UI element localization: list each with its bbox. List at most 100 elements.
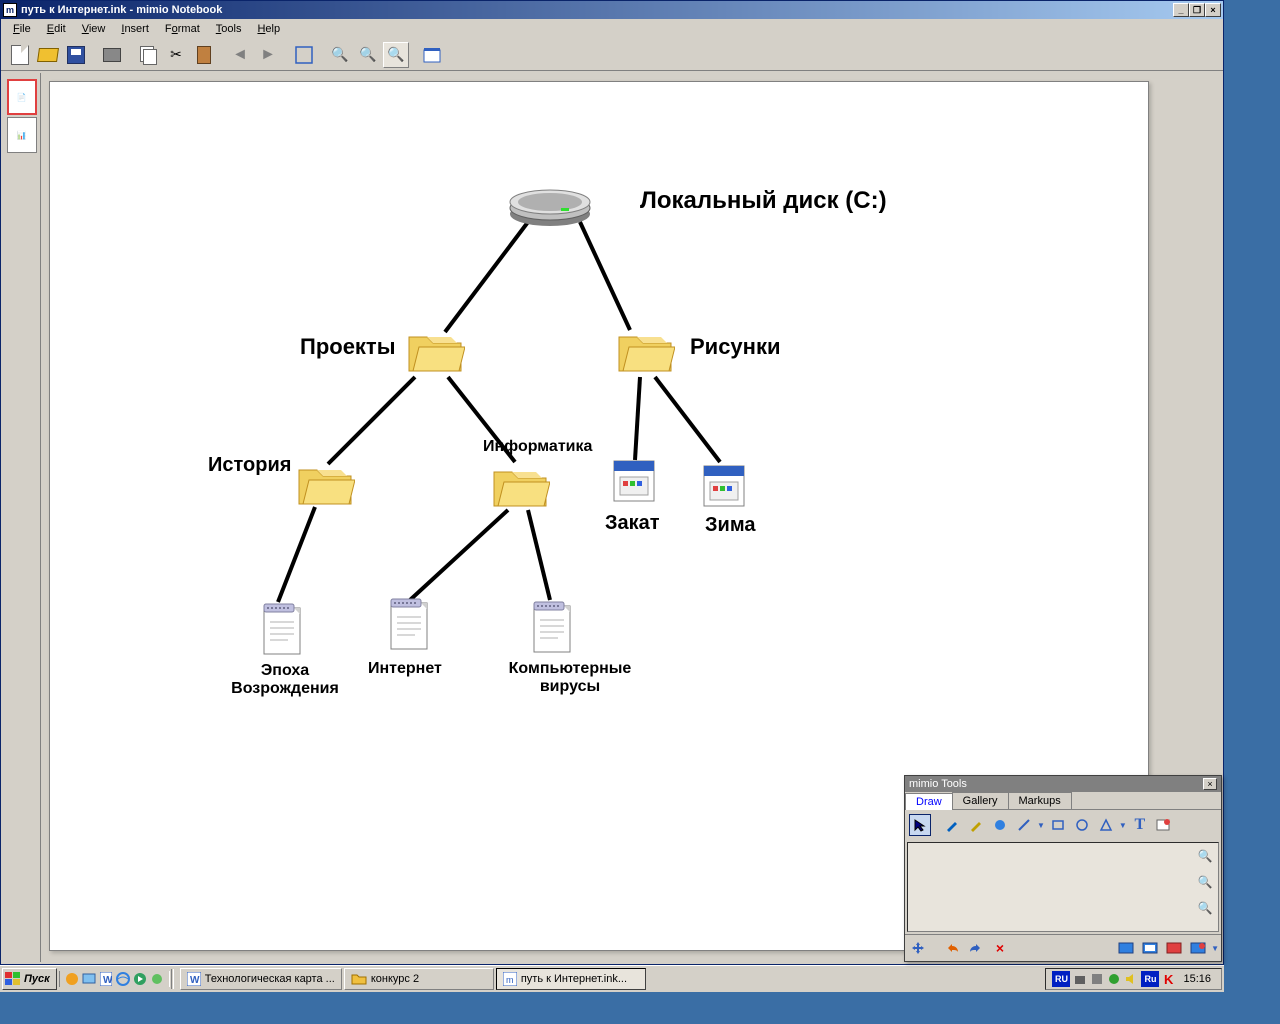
zoom-tool-2[interactable]: 🔍 <box>1194 871 1216 893</box>
task-label: конкурс 2 <box>371 973 419 985</box>
tab-markups[interactable]: Markups <box>1008 792 1072 809</box>
zoom-fit-button[interactable]: 🔍 <box>383 42 409 68</box>
mimio-icon: m <box>503 972 517 986</box>
pen-tool[interactable] <box>941 814 963 836</box>
menu-edit[interactable]: Edit <box>39 21 74 37</box>
menu-help[interactable]: Help <box>249 21 288 37</box>
app-icon: m <box>3 3 17 17</box>
zoom-in-button[interactable]: 🔍 <box>327 42 353 68</box>
open-button[interactable] <box>35 42 61 68</box>
fullscreen-button[interactable] <box>291 42 317 68</box>
node-history[interactable] <box>295 460 355 511</box>
menu-view[interactable]: View <box>74 21 114 37</box>
screen3-tool[interactable] <box>1163 937 1185 959</box>
close-button[interactable]: × <box>1205 3 1221 17</box>
restore-button[interactable]: ❐ <box>1189 3 1205 17</box>
node-informatics[interactable] <box>490 462 550 513</box>
word-icon: W <box>187 972 201 986</box>
clock[interactable]: 15:16 <box>1179 973 1215 985</box>
sidebar: 📄 📊 <box>3 73 41 962</box>
quick-launch: W <box>59 971 170 987</box>
triangle-tool[interactable] <box>1095 814 1117 836</box>
windows-flag-icon <box>5 972 21 986</box>
tray-volume-icon[interactable] <box>1124 972 1138 986</box>
back-button[interactable]: ◄ <box>227 42 253 68</box>
zoom-out-button[interactable]: 🔍 <box>355 42 381 68</box>
insert-tool[interactable] <box>1153 814 1175 836</box>
language-indicator[interactable]: RU <box>1052 971 1070 987</box>
zoom-tool-3[interactable]: 🔍 <box>1194 897 1216 919</box>
node-projects[interactable] <box>405 327 465 378</box>
start-button[interactable]: Пуск <box>2 968 57 990</box>
new-button[interactable] <box>7 42 33 68</box>
redo-tool[interactable] <box>965 937 987 959</box>
window-title: путь к Интернет.ink - mimio Notebook <box>21 4 222 16</box>
task-mimio[interactable]: m путь к Интернет.ink... <box>496 968 646 990</box>
node-winter[interactable] <box>700 462 748 513</box>
page-thumb-1[interactable]: 📄 <box>7 79 37 115</box>
delete-tool[interactable]: × <box>989 937 1011 959</box>
page-thumb-2[interactable]: 📊 <box>7 117 37 153</box>
tools-row-shapes: ▼ ▼ T <box>905 810 1221 840</box>
eyedropper-tool[interactable]: 🔍 <box>1194 845 1216 867</box>
node-internet[interactable] <box>385 597 433 656</box>
minimize-button[interactable]: _ <box>1173 3 1189 17</box>
screen2-tool[interactable] <box>1139 937 1161 959</box>
keyboard-indicator[interactable]: Ru <box>1141 971 1159 987</box>
node-projects-label: Проекты <box>300 334 396 360</box>
tray-kaspersky-icon[interactable]: K <box>1162 972 1176 986</box>
tab-draw[interactable]: Draw <box>905 793 953 810</box>
ql-ie-icon[interactable] <box>115 971 131 987</box>
ql-word-icon[interactable]: W <box>98 971 114 987</box>
paste-button[interactable] <box>191 42 217 68</box>
sphere-tool[interactable] <box>989 814 1011 836</box>
line-tool[interactable] <box>1013 814 1035 836</box>
circle-tool[interactable] <box>1071 814 1093 836</box>
svg-text:m: m <box>506 975 514 985</box>
forward-button[interactable]: ► <box>255 42 281 68</box>
task-label: Технологическая карта ... <box>205 973 335 985</box>
tools-close-button[interactable]: × <box>1203 778 1217 790</box>
tools-bottom-row: × ▼ <box>905 934 1221 961</box>
screen4-tool[interactable] <box>1187 937 1209 959</box>
menu-tools[interactable]: Tools <box>208 21 250 37</box>
pointer-tool[interactable] <box>909 814 931 836</box>
menu-format[interactable]: Format <box>157 21 208 37</box>
rect-tool[interactable] <box>1047 814 1069 836</box>
task-folder[interactable]: конкурс 2 <box>344 968 494 990</box>
node-renaissance[interactable] <box>258 602 306 661</box>
ql-app-icon[interactable] <box>149 971 165 987</box>
tray-icon-3[interactable] <box>1107 972 1121 986</box>
undo-tool[interactable] <box>941 937 963 959</box>
tools-title-text: mimio Tools <box>909 778 967 790</box>
save-button[interactable] <box>63 42 89 68</box>
print-button[interactable] <box>99 42 125 68</box>
text-tool[interactable]: T <box>1129 814 1151 836</box>
tools-palette[interactable]: mimio Tools × Draw Gallery Markups ▼ ▼ T… <box>904 775 1222 962</box>
node-sunset[interactable] <box>610 457 658 508</box>
node-history-label: История <box>208 454 291 477</box>
move-tool[interactable] <box>907 937 929 959</box>
task-word[interactable]: W Технологическая карта ... <box>180 968 342 990</box>
tray-icon-2[interactable] <box>1090 972 1104 986</box>
svg-text:W: W <box>103 975 112 986</box>
tab-gallery[interactable]: Gallery <box>952 792 1009 809</box>
menu-file[interactable]: File <box>5 21 39 37</box>
menu-insert[interactable]: Insert <box>113 21 157 37</box>
ql-media-icon[interactable] <box>132 971 148 987</box>
screen1-tool[interactable] <box>1115 937 1137 959</box>
titlebar: m путь к Интернет.ink - mimio Notebook _… <box>1 1 1223 19</box>
node-viruses[interactable] <box>528 600 576 659</box>
copy-button[interactable] <box>135 42 161 68</box>
tools-tabs: Draw Gallery Markups <box>905 792 1221 810</box>
tools-preview: 🔍 🔍 🔍 <box>907 842 1219 932</box>
highlighter-tool[interactable] <box>965 814 987 836</box>
ql-outlook-icon[interactable] <box>64 971 80 987</box>
node-pictures[interactable] <box>615 327 675 378</box>
ql-desktop-icon[interactable] <box>81 971 97 987</box>
tools-palette-title[interactable]: mimio Tools × <box>905 776 1221 792</box>
cut-button[interactable]: ✂ <box>163 42 189 68</box>
node-renaissance-label: ЭпохаВозрождения <box>215 662 355 698</box>
node-root[interactable] <box>505 172 595 235</box>
tools-button[interactable] <box>419 42 445 68</box>
